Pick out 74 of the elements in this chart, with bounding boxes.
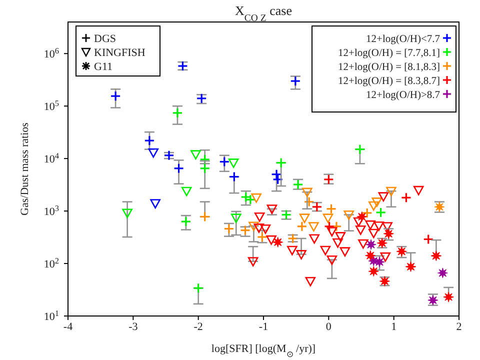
- point: [254, 212, 265, 222]
- point: [272, 236, 284, 248]
- point: [368, 201, 379, 211]
- point: [368, 266, 379, 277]
- point: [322, 214, 334, 224]
- y-tick-label: 10$^{2}$: [44, 256, 59, 271]
- point: [355, 226, 366, 235]
- y-tick-label: 10$^{3}$: [44, 204, 59, 218]
- chart-title: X$_{CO Z}$ case: [235, 3, 292, 24]
- point: [299, 214, 310, 224]
- point: [248, 257, 258, 266]
- point: [326, 227, 338, 237]
- point: [320, 246, 331, 256]
- legend-label: 12+log(O/H) = [8.1,8.3]: [338, 62, 440, 73]
- point: [380, 252, 391, 262]
- point: [260, 224, 271, 234]
- point: [326, 255, 338, 265]
- point: [430, 250, 442, 262]
- point: [374, 256, 385, 268]
- point: [150, 199, 160, 209]
- point: [228, 158, 239, 168]
- point: [358, 239, 368, 249]
- point: [443, 292, 454, 302]
- point: [122, 208, 132, 218]
- point: [266, 235, 276, 245]
- point: [437, 268, 448, 278]
- point: [356, 211, 368, 222]
- point: [287, 246, 298, 256]
- point: [368, 228, 379, 238]
- point: [372, 198, 382, 207]
- point: [413, 186, 424, 196]
- point: [340, 247, 350, 257]
- point: [335, 232, 346, 242]
- point: [181, 186, 192, 196]
- annotation: DGS: [94, 33, 116, 45]
- point: [148, 148, 159, 158]
- x-tick-label: 2: [456, 320, 462, 333]
- x-tick-label: -1: [258, 320, 268, 333]
- y-tick-label: 10$^{1}$: [44, 308, 59, 323]
- point: [386, 186, 396, 196]
- y-tick-label: 10$^{5}$: [44, 98, 59, 114]
- point: [344, 210, 354, 220]
- point: [190, 150, 201, 160]
- point: [305, 276, 316, 286]
- legend-label: 12+log(O/H)<7.7: [366, 34, 440, 45]
- point: [332, 238, 343, 248]
- point: [308, 222, 319, 232]
- point: [309, 234, 320, 244]
- point: [230, 214, 242, 224]
- point: [366, 239, 376, 250]
- point: [266, 204, 278, 214]
- point: [365, 250, 376, 261]
- y-tick-label: 10$^{6}$: [44, 46, 59, 61]
- x-tick-label: -2: [194, 320, 203, 333]
- point: [374, 221, 384, 231]
- point: [405, 261, 416, 272]
- annotation: KINGFISH: [94, 47, 146, 59]
- point: [382, 222, 392, 232]
- point: [296, 250, 306, 260]
- x-tick-label: 1: [391, 320, 397, 333]
- x-tick-label: -3: [128, 320, 138, 333]
- point: [365, 220, 376, 230]
- point: [254, 224, 264, 233]
- point: [353, 217, 364, 227]
- y-tick-label: 10$^{4}$: [44, 151, 59, 166]
- legend-label: 12+log(O/H) = [7.7,8.1]: [338, 48, 440, 59]
- legend-label: 12+log(O/H)>8.7: [366, 90, 440, 101]
- point: [378, 192, 389, 202]
- x-axis-title: log[SFR] [log(M$_{⊙}$/yr)]: [211, 343, 316, 358]
- legend-label: 12+log(O/H) = [8.3,8.7]: [338, 76, 440, 87]
- y-axis-title: Gas/Dust mass ratios: [19, 122, 31, 216]
- x-tick-label: 0: [326, 320, 332, 333]
- x-tick-label: -4: [63, 320, 74, 333]
- annotation: G11: [94, 61, 113, 73]
